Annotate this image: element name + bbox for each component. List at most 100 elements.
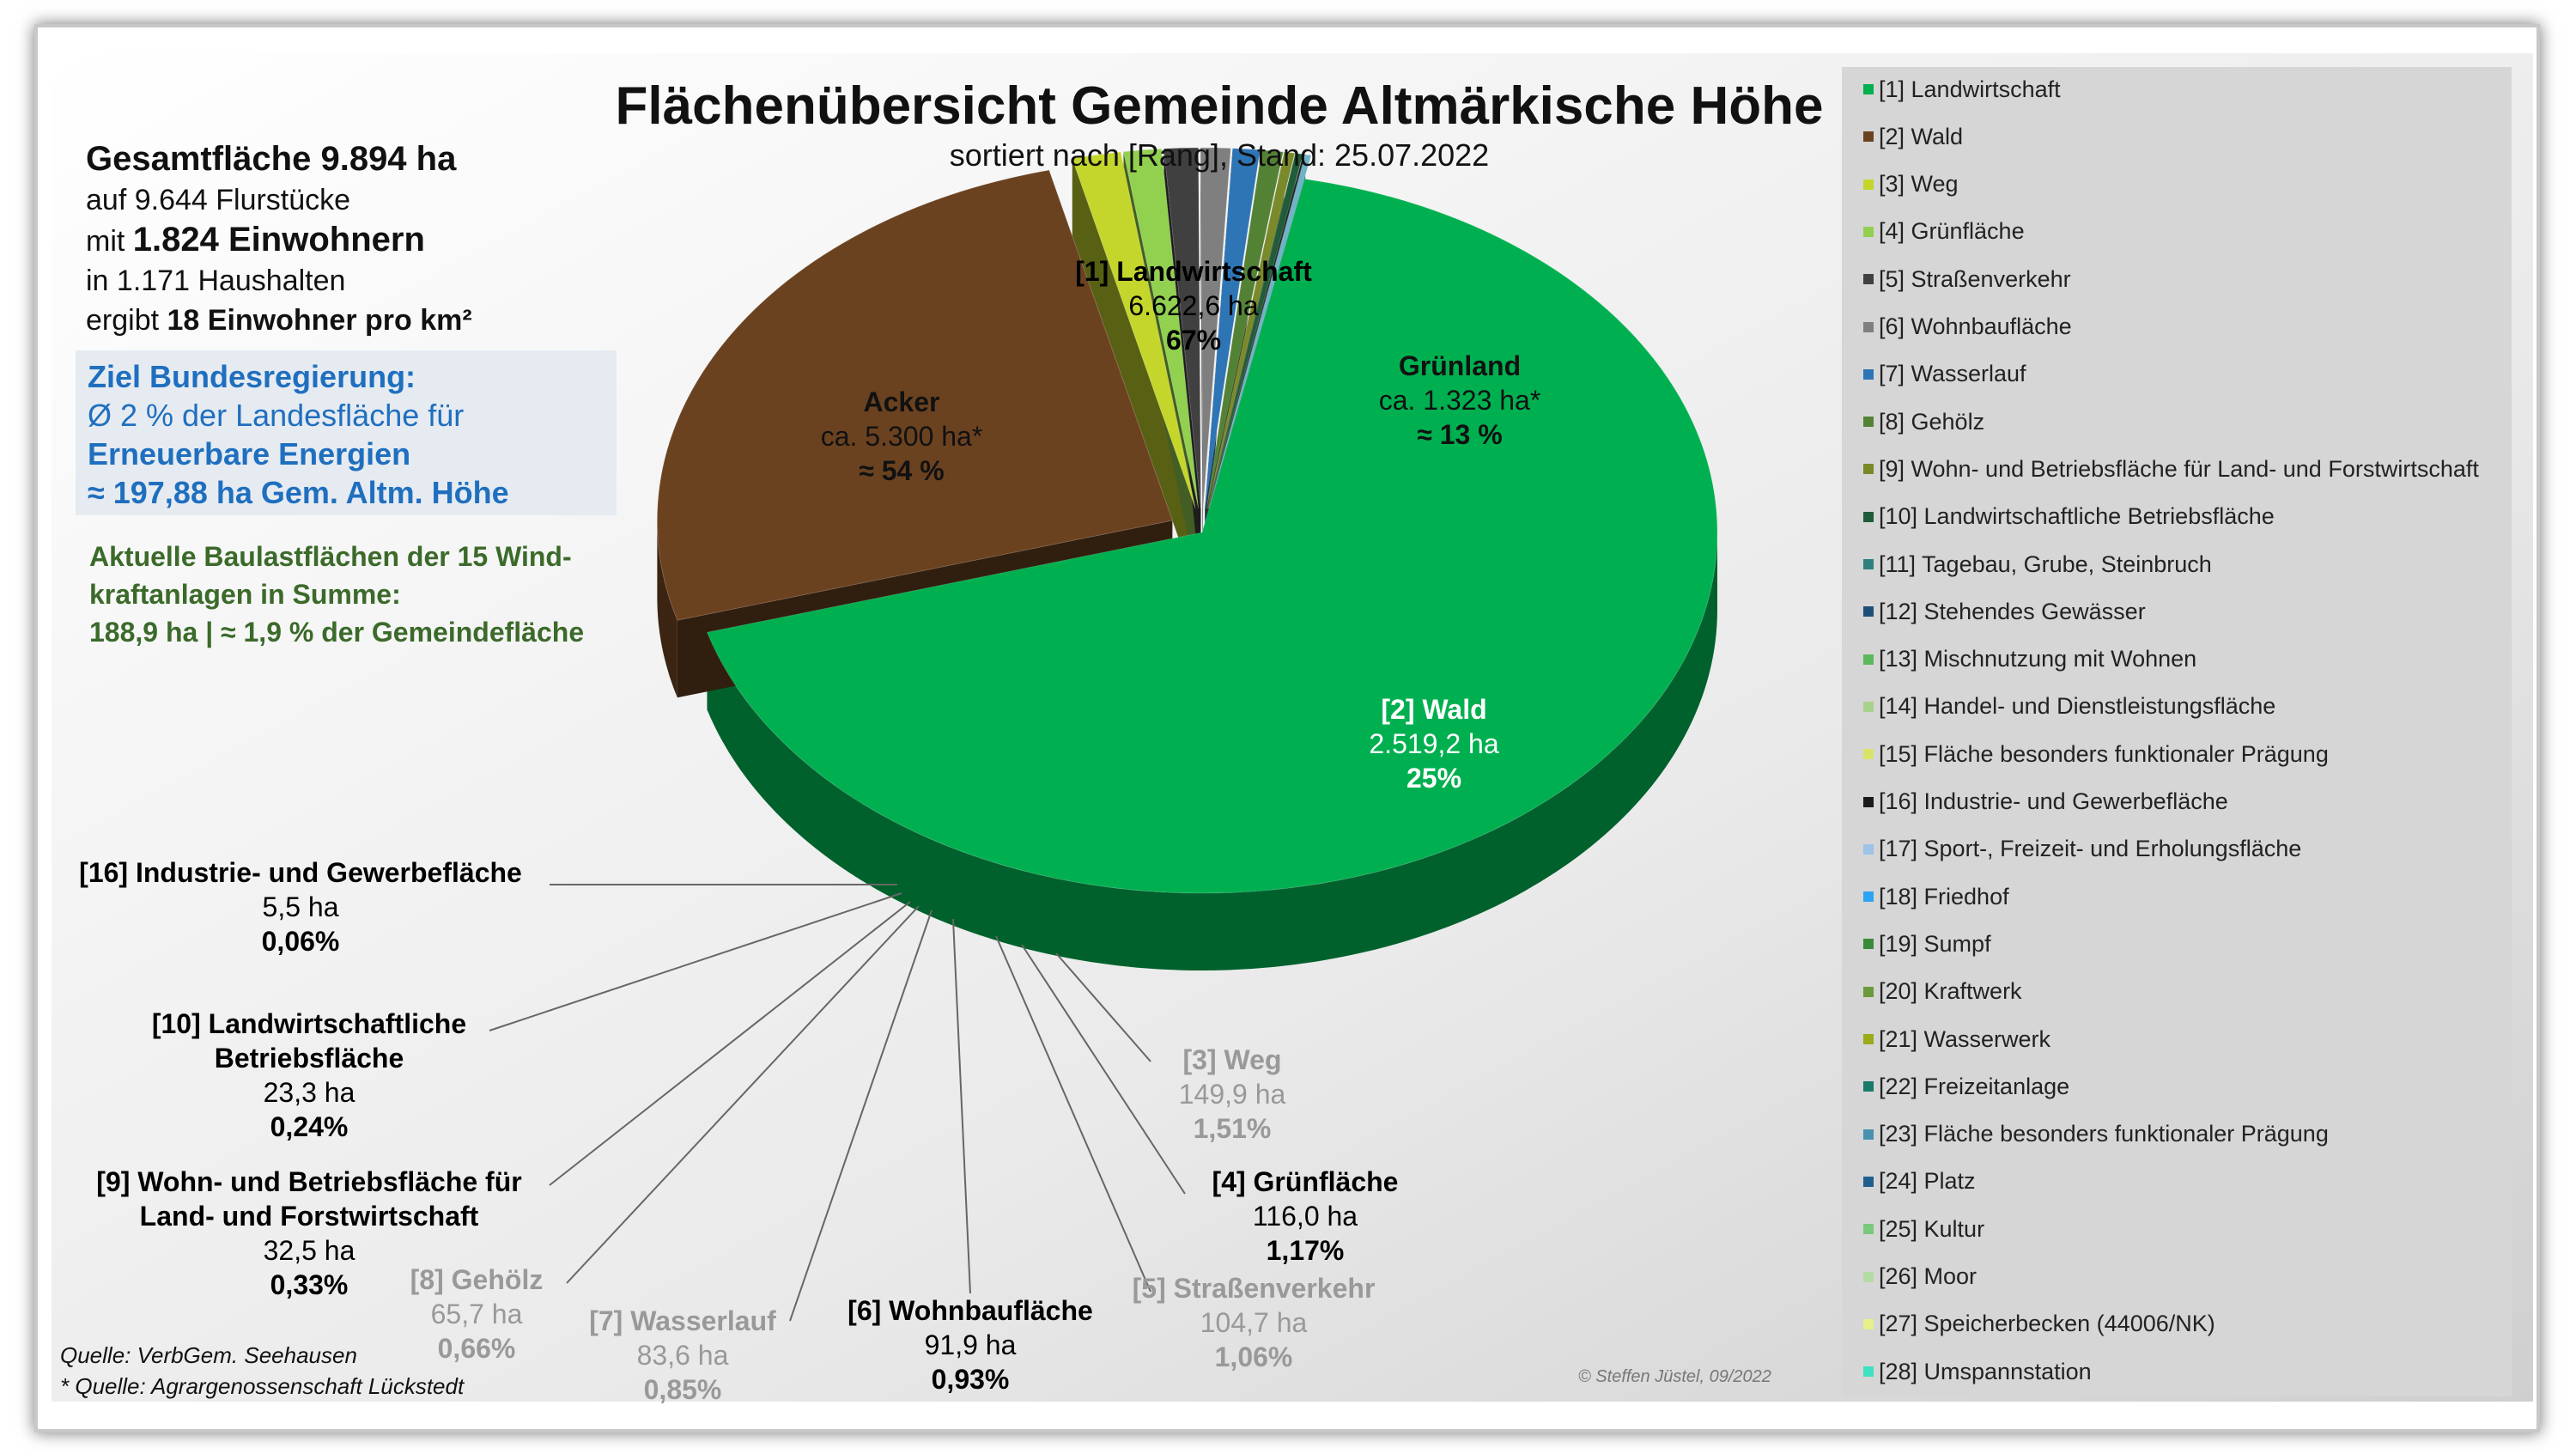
label-percent: 1,17%: [1266, 1235, 1345, 1266]
goal-box: Ziel Bundesregierung: Ø 2 % der Landesfl…: [76, 350, 617, 515]
slice-6: [1200, 147, 1231, 509]
legend-item: [25] Kultur: [1863, 1212, 1984, 1246]
label-percent: 67%: [1165, 325, 1222, 356]
legend-label: [3] Weg: [1879, 171, 1959, 198]
label-percent: 0,24%: [270, 1111, 349, 1142]
label-name: [1] Landwirtschaft: [1075, 256, 1312, 287]
legend-swatch: [1863, 891, 1874, 903]
label-landwirtschaft: [1] Landwirtschaft 6.622,6 ha 67%: [1013, 254, 1374, 357]
legend-swatch: [1863, 1176, 1874, 1187]
label-wasserlauf: [7] Wasserlauf 83,6 ha 0,85%: [575, 1304, 790, 1407]
legend-label: [12] Stehendes Gewässer: [1879, 598, 2146, 624]
legend-swatch: [1863, 417, 1874, 428]
wind-line3: 188,9 ha | ≈ 1,9 % der Gemeindefläche: [89, 617, 585, 648]
source-1: Quelle: VerbGem. Seehausen: [60, 1342, 357, 1368]
legend-swatch: [1863, 749, 1874, 760]
legend-item: [7] Wasserlauf: [1863, 357, 2026, 392]
legend-item: [3] Weg: [1863, 167, 1959, 202]
legend-swatch: [1863, 1034, 1874, 1044]
legend-item: [1] Landwirtschaft: [1863, 72, 2061, 106]
legend-label: [5] Straßenverkehr: [1879, 265, 2071, 292]
label-wohn-betrieb: [9] Wohn- und Betriebsfläche für Land- u…: [69, 1165, 550, 1302]
label-value: 65,7 ha: [430, 1299, 523, 1329]
legend-label: [14] Handel- und Dienstleistungsfläche: [1879, 693, 2276, 720]
label-gruenland: Grünland ca. 1.323 ha* ≈ 13 %: [1314, 349, 1606, 452]
leader-line: [1055, 952, 1151, 1062]
legend-swatch: [1863, 986, 1874, 997]
label-name: [8] Gehölz: [410, 1264, 544, 1295]
label-value: ca. 5.300 ha*: [820, 421, 983, 452]
legend-swatch: [1863, 1081, 1874, 1092]
legend-label: [10] Landwirtschaftliche Betriebsfläche: [1879, 503, 2275, 530]
legend-swatch: [1863, 1366, 1874, 1378]
legend-label: [7] Wasserlauf: [1879, 361, 2026, 387]
slice-9: [1206, 151, 1296, 509]
legend-swatch: [1863, 701, 1874, 712]
legend-item: [19] Sumpf: [1863, 927, 1991, 961]
label-landw-betrieb: [10] Landwirtschaftliche Betriebsfläche …: [129, 1007, 489, 1144]
legend-item: [13] Mischnutzung mit Wohnen: [1863, 642, 2196, 677]
legend-label: [20] Kraftwerk: [1879, 978, 2022, 1005]
label-percent: 0,33%: [270, 1269, 349, 1300]
leader-line: [952, 918, 971, 1294]
label-name: [9] Wohn- und Betriebsfläche für Land- u…: [96, 1166, 522, 1232]
legend-label: [2] Wald: [1879, 123, 1964, 149]
slice-wall: [1200, 148, 1203, 587]
legend-item: [14] Handel- und Dienstleistungsfläche: [1863, 690, 2275, 724]
legend-label: [27] Speicherbecken (44006/NK): [1879, 1311, 2215, 1337]
label-name: [7] Wasserlauf: [589, 1305, 776, 1336]
stats-block: Gesamtfläche 9.894 ha auf 9.644 Flurstüc…: [86, 139, 472, 340]
legend-swatch: [1863, 559, 1874, 569]
leader-line: [995, 935, 1151, 1293]
legend-swatch: [1863, 1129, 1874, 1140]
legend-swatch: [1863, 843, 1874, 855]
legend-item: [22] Freizeitanlage: [1863, 1069, 2069, 1104]
slice-5: [1163, 147, 1201, 509]
slice-side: [657, 520, 677, 698]
leader-line: [489, 892, 902, 1031]
label-value: ca. 1.323 ha*: [1378, 385, 1541, 416]
label-name: [5] Straßenverkehr: [1132, 1273, 1376, 1304]
legend-item: [15] Fläche besonders funktionaler Prägu…: [1863, 737, 2329, 771]
density-prefix: ergibt: [86, 304, 160, 337]
total-area: Gesamtfläche 9.894 ha: [86, 140, 457, 178]
goal-line1: Ø 2 % der Landesfläche für: [88, 398, 465, 433]
slice-7: [1204, 148, 1261, 509]
legend-swatch: [1863, 1271, 1874, 1282]
slice-2: [656, 169, 1174, 621]
legend-label: [26] Moor: [1879, 1263, 1978, 1289]
legend-swatch: [1863, 1224, 1874, 1235]
label-name: Acker: [863, 386, 940, 417]
legend-swatch: [1863, 796, 1874, 807]
legend-label: [23] Fläche besonders funktionaler Prägu…: [1879, 1121, 2329, 1147]
legend-label: [6] Wohnbaufläche: [1879, 313, 2072, 339]
legend-item: [16] Industrie- und Gewerbefläche: [1863, 785, 2228, 819]
label-gehoelz: [8] Gehölz 65,7 ha 0,66%: [395, 1262, 558, 1366]
label-value: 6.622,6 ha: [1128, 290, 1259, 321]
label-value: 5,5 ha: [262, 891, 339, 922]
legend-item: [26] Moor: [1863, 1260, 1977, 1294]
legend-swatch: [1863, 606, 1874, 617]
label-percent: ≈ 13 %: [1417, 419, 1503, 450]
label-value: 104,7 ha: [1200, 1307, 1308, 1338]
label-percent: 0,93%: [931, 1364, 1010, 1395]
slice-8: [1206, 149, 1284, 509]
label-value: 116,0 ha: [1252, 1201, 1358, 1232]
legend-item: [11] Tagebau, Grube, Steinbruch: [1863, 547, 2212, 581]
legend-swatch: [1863, 1318, 1874, 1329]
label-value: 32,5 ha: [263, 1235, 355, 1266]
label-value: 91,9 ha: [924, 1329, 1017, 1360]
label-weg: [3] Weg 149,9 ha 1,51%: [1108, 1043, 1357, 1146]
label-wald: [2] Wald 2.519,2 ha 25%: [1288, 692, 1580, 795]
label-name: [3] Weg: [1182, 1044, 1282, 1075]
legend-label: [4] Grünfläche: [1879, 218, 2025, 245]
slice-10: [1207, 152, 1304, 509]
legend-item: [27] Speicherbecken (44006/NK): [1863, 1307, 2215, 1341]
legend-swatch: [1863, 131, 1874, 143]
legend-label: [9] Wohn- und Betriebsfläche für Land- u…: [1879, 455, 2479, 482]
leader-line: [1021, 944, 1186, 1195]
legend-label: [13] Mischnutzung mit Wohnen: [1879, 646, 2197, 672]
legend-item: [6] Wohnbaufläche: [1863, 310, 2072, 344]
goal-line2: Erneuerbare Energien: [88, 436, 411, 471]
